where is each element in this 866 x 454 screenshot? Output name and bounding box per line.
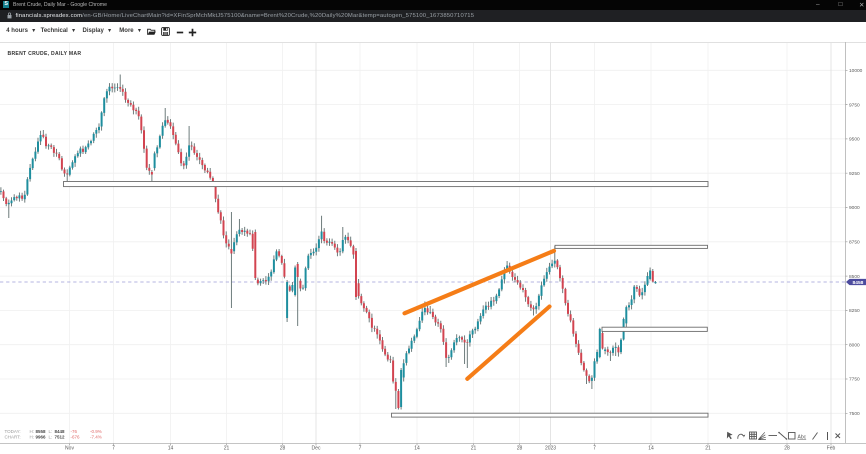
svg-text:Abc: Abc [798,435,807,441]
svg-text:Feb: Feb [827,446,836,452]
svg-text:-7.4%: -7.4% [90,435,102,440]
svg-text:9000: 9000 [849,205,860,211]
svg-text:28: 28 [517,446,523,452]
svg-text:21: 21 [224,446,230,452]
svg-text:9250: 9250 [849,171,860,177]
svg-text:7512: 7512 [55,435,66,440]
svg-text:8458: 8458 [853,280,864,286]
svg-text:9750: 9750 [849,102,860,108]
svg-text:7750: 7750 [849,377,860,383]
svg-text:7500: 7500 [849,411,860,417]
svg-text:28: 28 [784,446,790,452]
svg-text:7: 7 [359,446,362,452]
svg-text:8250: 8250 [849,308,860,314]
svg-text:-76: -76 [71,429,78,434]
svg-text:H:: H: [30,435,35,440]
svg-text:8750: 8750 [849,240,860,246]
svg-text:7: 7 [112,446,115,452]
svg-text:14: 14 [168,446,174,452]
svg-text:TODAY:: TODAY: [5,429,21,434]
svg-text:8448: 8448 [55,429,66,434]
svg-text:H:: H: [30,429,35,434]
svg-text:9500: 9500 [849,137,860,143]
svg-text:-676: -676 [71,435,81,440]
svg-text:8558: 8558 [36,429,47,434]
svg-text:-0.9%: -0.9% [90,429,102,434]
svg-text:8000: 8000 [849,342,860,348]
svg-text:14: 14 [648,446,654,452]
svg-text:L:: L: [49,435,53,440]
svg-text:7: 7 [593,446,596,452]
svg-text:BRENT CRUDE, DAILY MAR: BRENT CRUDE, DAILY MAR [8,51,82,57]
svg-text:14: 14 [414,446,420,452]
svg-text:Nov: Nov [65,446,74,452]
svg-text:CHART:: CHART: [5,435,21,440]
svg-text:2023: 2023 [545,446,556,452]
svg-text:28: 28 [280,446,286,452]
svg-text:9966: 9966 [36,435,47,440]
svg-text:8500: 8500 [849,274,860,280]
svg-text:10000: 10000 [849,68,863,74]
svg-text:Dec: Dec [312,446,321,452]
svg-text:21: 21 [471,446,477,452]
svg-text:L:: L: [49,429,53,434]
svg-text:21: 21 [705,446,711,452]
